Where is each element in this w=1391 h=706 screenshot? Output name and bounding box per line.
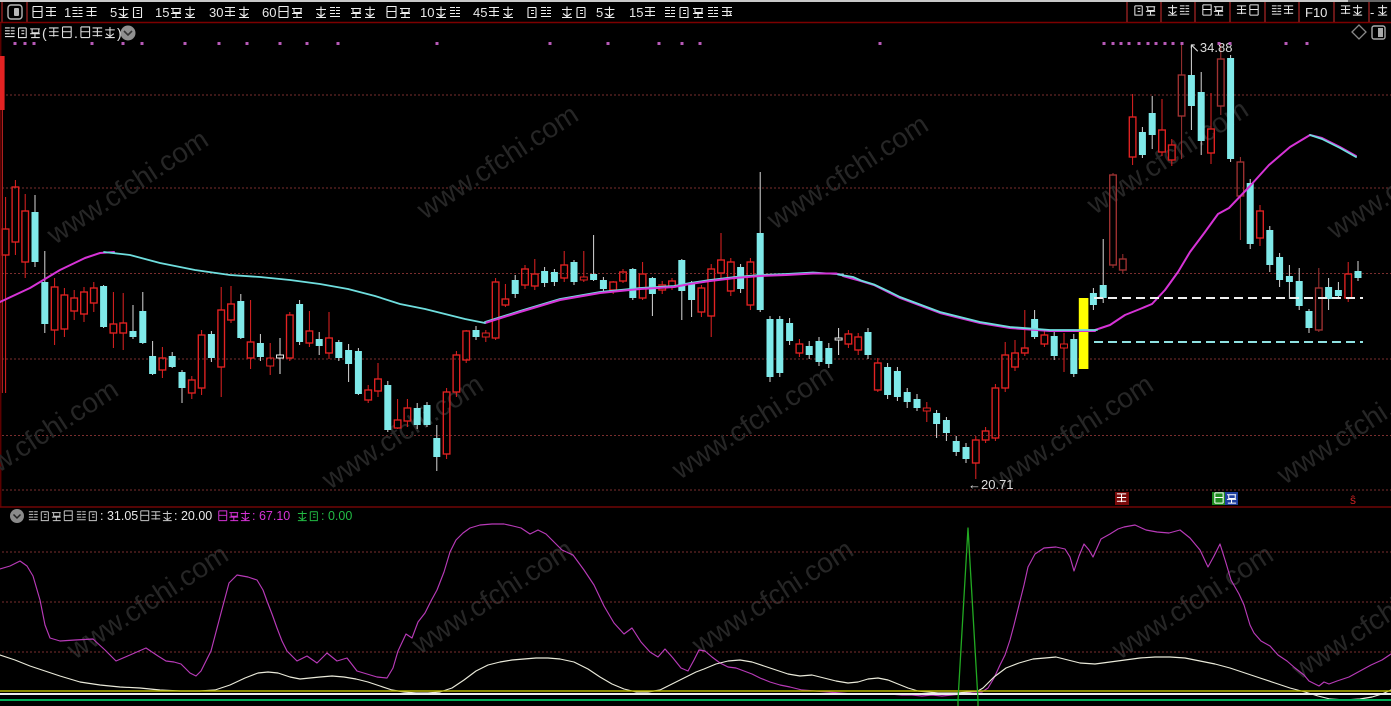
svg-text:15: 15 bbox=[155, 5, 169, 20]
svg-text:1: 1 bbox=[64, 5, 71, 20]
svg-text:(: ( bbox=[42, 25, 47, 41]
svg-text:F10: F10 bbox=[1305, 5, 1327, 20]
svg-text:.: . bbox=[74, 25, 78, 41]
svg-text:10: 10 bbox=[420, 5, 434, 20]
svg-text:5: 5 bbox=[110, 5, 117, 20]
svg-text:←20.71: ←20.71 bbox=[968, 477, 1014, 492]
svg-text:45: 45 bbox=[473, 5, 487, 20]
svg-text:›: › bbox=[728, 6, 732, 20]
svg-text:ŝ: ŝ bbox=[1350, 493, 1356, 507]
svg-text:: 31.05: : 31.05 bbox=[100, 509, 138, 523]
svg-text:↖34.88: ↖34.88 bbox=[1189, 40, 1232, 55]
svg-text:5: 5 bbox=[596, 5, 603, 20]
svg-text:: 20.00: : 20.00 bbox=[174, 509, 212, 523]
svg-text:): ) bbox=[117, 25, 122, 41]
svg-text:60: 60 bbox=[262, 5, 276, 20]
svg-text:: 67.10: : 67.10 bbox=[252, 509, 290, 523]
svg-text:15: 15 bbox=[629, 5, 643, 20]
svg-text:-: - bbox=[1370, 5, 1374, 20]
svg-text:: 0.00: : 0.00 bbox=[321, 509, 352, 523]
svg-text:30: 30 bbox=[209, 5, 223, 20]
